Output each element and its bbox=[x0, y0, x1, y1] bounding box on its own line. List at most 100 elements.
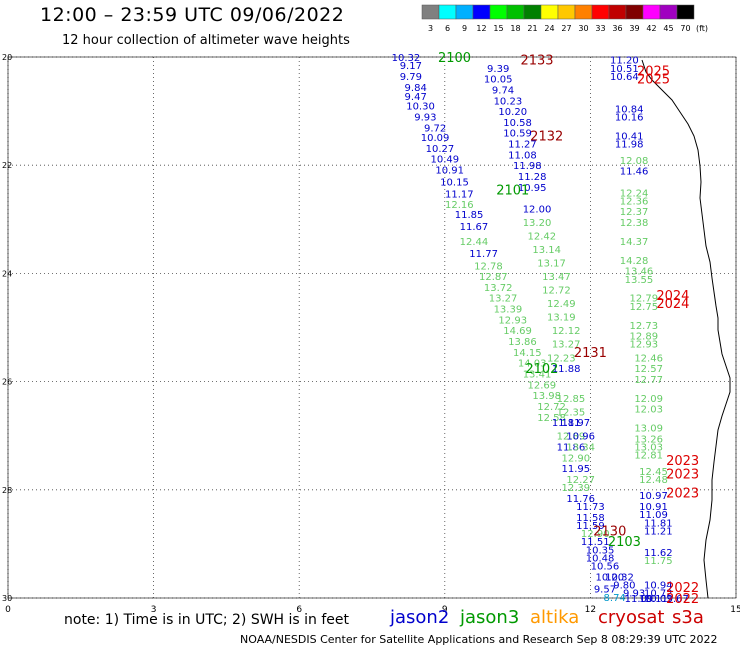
wave-height-label: 12.38 bbox=[620, 218, 649, 229]
wave-height-label: 13.72 bbox=[484, 283, 513, 294]
wave-height-label: 13.34 bbox=[566, 443, 595, 454]
colorbar-swatch bbox=[455, 4, 474, 20]
wave-height-label: 10.16 bbox=[615, 113, 644, 124]
colorbar-label: 21 bbox=[527, 24, 537, 33]
wave-height-label: 10.91 bbox=[435, 166, 464, 177]
wave-height-label: 12.58 bbox=[537, 413, 566, 424]
wave-height-label: 11.67 bbox=[460, 222, 489, 233]
colorbar-label: 39 bbox=[629, 24, 639, 33]
wave-height-label: 12.93 bbox=[629, 340, 658, 351]
wave-height-label: 11.62 bbox=[644, 548, 673, 559]
wave-height-label: 13.17 bbox=[537, 259, 566, 270]
colorbar-swatch bbox=[489, 4, 508, 20]
wave-height-label: 12.69 bbox=[528, 380, 557, 391]
wave-height-label: 11.85 bbox=[455, 210, 484, 221]
wave-height-label: 11.81 bbox=[644, 518, 673, 529]
wave-height-label: 12.46 bbox=[634, 353, 663, 364]
wave-height-label: 12.85 bbox=[557, 394, 586, 405]
colorbar-label: 36 bbox=[612, 24, 622, 33]
wave-height-label: 14.15 bbox=[513, 348, 542, 359]
wave-height-label: 10.41 bbox=[615, 131, 644, 142]
lat-tick-label: 26 bbox=[2, 378, 12, 387]
wave-height-label: 12.89 bbox=[557, 432, 586, 443]
wave-height-label: 11.58 bbox=[576, 513, 605, 524]
lon-tick-label: 3 bbox=[151, 605, 157, 615]
wave-height-label: 11.46 bbox=[620, 167, 649, 178]
wave-height-label: 10.30 bbox=[406, 102, 435, 113]
wave-height-label: 11.28 bbox=[518, 172, 547, 183]
wave-height-label: 12.79 bbox=[629, 294, 658, 305]
wave-height-label: 10.84 bbox=[615, 104, 644, 115]
wave-height-label: 8.74 bbox=[604, 593, 626, 604]
colorbar-swatch bbox=[574, 4, 593, 20]
wave-height-label: 10.72 bbox=[644, 589, 673, 600]
colorbar-label: 45 bbox=[663, 24, 673, 33]
wave-height-label: 12.90 bbox=[581, 529, 610, 540]
wave-height-label: 10.58 bbox=[503, 118, 532, 129]
wave-height-label: 10.15 bbox=[440, 177, 469, 188]
wave-height-label: 13.98 bbox=[532, 391, 561, 402]
pass-time-label: 2103 bbox=[608, 535, 641, 550]
legend-jason2: jason2 bbox=[390, 607, 450, 628]
wave-height-label: 13.47 bbox=[542, 272, 571, 283]
colorbar-swatch bbox=[438, 4, 457, 20]
colorbar-label: 27 bbox=[561, 24, 571, 33]
wave-height-label: 12.44 bbox=[460, 237, 489, 248]
colorbar-label: 24 bbox=[544, 24, 554, 33]
wave-height-label: 9.80 bbox=[613, 580, 635, 591]
wave-height-label: 10.35 bbox=[586, 545, 615, 556]
map-frame bbox=[7, 56, 737, 599]
pass-time-label: 2024 bbox=[656, 289, 689, 304]
lat-tick-label: 28 bbox=[2, 486, 12, 495]
colorbar-swatch bbox=[557, 4, 576, 20]
wave-height-label: 12.09 bbox=[634, 394, 663, 405]
wave-height-label: 11.21 bbox=[644, 526, 673, 537]
lat-tick-label: 22 bbox=[2, 161, 12, 170]
wave-height-label: 13.41 bbox=[523, 369, 552, 380]
wave-height-label: 13.20 bbox=[523, 218, 552, 229]
wave-height-label: 12.75 bbox=[629, 302, 658, 313]
pass-time-label: 2101 bbox=[496, 184, 529, 199]
wave-height-label: 12.89 bbox=[629, 332, 658, 343]
wave-height-label: 14.37 bbox=[620, 237, 649, 248]
wave-height-label: 9.39 bbox=[487, 64, 509, 75]
wave-height-label: 11.17 bbox=[445, 189, 474, 200]
wave-height-label: 12.72 bbox=[542, 286, 571, 297]
wave-height-label: 11.08 bbox=[508, 150, 537, 161]
wave-height-label: 12.03 bbox=[634, 405, 663, 416]
wave-height-label: 12.08 bbox=[620, 156, 649, 167]
wave-height-label: 10.05 bbox=[484, 75, 513, 86]
wave-height-label: 11.75 bbox=[644, 556, 673, 567]
map-title: 12:00 – 23:59 UTC 09/06/2022 bbox=[40, 4, 345, 26]
wave-height-label: 10.32 bbox=[392, 53, 421, 64]
wave-height-label: 11.20 bbox=[610, 56, 639, 67]
wave-height-label: 13.09 bbox=[634, 424, 663, 435]
wave-height-label: 12.24 bbox=[620, 188, 649, 199]
wave-height-label: 10.11 bbox=[639, 594, 668, 605]
lon-tick-label: 15 bbox=[730, 605, 740, 615]
wave-height-label: 12.81 bbox=[634, 451, 663, 462]
map-subtitle: 12 hour collection of altimeter wave hei… bbox=[62, 33, 350, 48]
pass-time-label: 2025 bbox=[637, 73, 670, 88]
wave-height-label: 11.77 bbox=[469, 249, 498, 260]
wave-height-label: 10.27 bbox=[426, 144, 455, 155]
wave-height-label: 11.97 bbox=[562, 418, 591, 429]
wave-height-label: 10.51 bbox=[610, 64, 639, 75]
wave-height-label: 12.45 bbox=[639, 467, 668, 478]
colorbar-swatch bbox=[421, 4, 440, 20]
wave-height-label: 13.46 bbox=[625, 267, 654, 278]
colorbar-swatch bbox=[676, 4, 695, 20]
lat-tick-label: 20 bbox=[2, 53, 12, 62]
colorbar-label: 18 bbox=[510, 24, 520, 33]
wave-height-label: 11.73 bbox=[576, 502, 605, 513]
wave-height-label: 12.39 bbox=[562, 483, 591, 494]
pass-time-label: 2023 bbox=[666, 487, 699, 502]
legend-s3a: s3a bbox=[672, 607, 704, 628]
wave-height-label: 10.56 bbox=[591, 562, 620, 573]
colorbar-swatch bbox=[506, 4, 525, 20]
wave-height-label: 10.95 bbox=[518, 183, 547, 194]
colorbar-swatch bbox=[591, 4, 610, 20]
wave-height-label: 9.67 bbox=[667, 594, 689, 605]
wave-height-label: 10.03 bbox=[644, 594, 673, 605]
pass-time-label: 2130 bbox=[593, 524, 626, 539]
